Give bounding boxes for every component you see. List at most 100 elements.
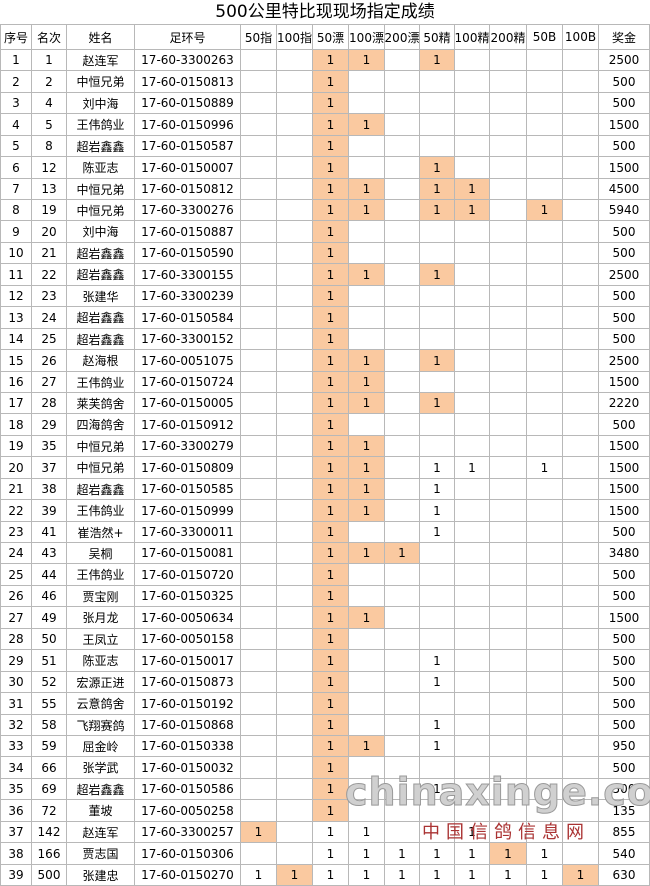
cell-rank: 69 [32, 779, 67, 800]
cell-c100p [349, 414, 385, 436]
cell-c100z [277, 286, 313, 307]
cell-c200p [385, 286, 420, 307]
cell-c100j [455, 372, 490, 393]
cell-c50p: 1 [313, 650, 349, 672]
cell-c200p [385, 629, 420, 650]
cell-c100p [349, 586, 385, 607]
cell-seq: 4 [0, 114, 32, 136]
cell-c50p: 1 [313, 414, 349, 436]
cell-c100p: 1 [349, 543, 385, 564]
cell-prize: 4500 [599, 179, 650, 200]
cell-c200p [385, 414, 420, 436]
cell-c50p: 1 [313, 822, 349, 843]
cell-rank: 8 [32, 136, 67, 157]
cell-c50b [527, 71, 563, 93]
cell-c100z [277, 843, 313, 865]
cell-prize: 2220 [599, 393, 650, 414]
cell-c200j [490, 372, 527, 393]
cell-c50z [241, 715, 277, 736]
cell-c100p [349, 329, 385, 350]
cell-c100b [563, 629, 599, 650]
cell-c100p: 1 [349, 393, 385, 414]
cell-c50p: 1 [313, 157, 349, 179]
cell-c200p [385, 607, 420, 629]
cell-c100b [563, 114, 599, 136]
cell-c200j [490, 607, 527, 629]
cell-c100b [563, 822, 599, 843]
cell-prize: 500 [599, 71, 650, 93]
cell-c100z [277, 221, 313, 243]
cell-c100z [277, 586, 313, 607]
cell-c50j: 1 [420, 200, 455, 221]
cell-c200j [490, 736, 527, 757]
cell-c50z [241, 736, 277, 757]
cell-c100p [349, 243, 385, 264]
cell-c100j [455, 757, 490, 779]
cell-ring: 17-60-3300263 [135, 50, 241, 71]
cell-c50b [527, 779, 563, 800]
cell-c50z [241, 564, 277, 586]
cell-c100z [277, 414, 313, 436]
cell-prize: 3480 [599, 543, 650, 564]
cell-c50p: 1 [313, 757, 349, 779]
cell-c50j: 1 [420, 650, 455, 672]
cell-seq: 30 [0, 672, 32, 693]
cell-c100j [455, 136, 490, 157]
cell-rank: 39 [32, 500, 67, 522]
cell-c100z [277, 607, 313, 629]
cell-c100b [563, 350, 599, 372]
cell-c50z [241, 757, 277, 779]
cell-c200j [490, 650, 527, 672]
cell-rank: 20 [32, 221, 67, 243]
cell-c50z [241, 586, 277, 607]
cell-rank: 25 [32, 329, 67, 350]
cell-c200j [490, 393, 527, 414]
header-rank: 名次 [32, 25, 67, 50]
cell-c100b [563, 243, 599, 264]
cell-c50b [527, 414, 563, 436]
cell-c100p: 1 [349, 822, 385, 843]
cell-name: 云意鸽舍 [67, 693, 135, 715]
cell-c200j [490, 157, 527, 179]
cell-c100p [349, 779, 385, 800]
cell-c100j [455, 672, 490, 693]
cell-c50b [527, 157, 563, 179]
cell-c50z [241, 479, 277, 500]
cell-ring: 17-60-0150017 [135, 650, 241, 672]
cell-rank: 5 [32, 114, 67, 136]
cell-ring: 17-60-0150081 [135, 543, 241, 564]
cell-name: 崔浩然+ [67, 522, 135, 543]
cell-c50j: 1 [420, 865, 455, 886]
cell-c50j: 1 [420, 157, 455, 179]
cell-c50p: 1 [313, 715, 349, 736]
cell-c100j [455, 93, 490, 114]
cell-c100z [277, 179, 313, 200]
cell-c100z [277, 672, 313, 693]
title: 500公里特比现现场指定成绩 [0, 0, 650, 25]
cell-prize: 500 [599, 93, 650, 114]
cell-c200p [385, 307, 420, 329]
cell-c50z [241, 93, 277, 114]
cell-c50z [241, 286, 277, 307]
cell-c50p: 1 [313, 286, 349, 307]
cell-c100b [563, 221, 599, 243]
cell-c200j [490, 93, 527, 114]
cell-c100b [563, 672, 599, 693]
cell-ring: 17-60-0150007 [135, 157, 241, 179]
cell-seq: 18 [0, 414, 32, 436]
cell-c100z [277, 543, 313, 564]
cell-ring: 17-60-0150720 [135, 564, 241, 586]
cell-rank: 35 [32, 436, 67, 457]
cell-c100b [563, 157, 599, 179]
cell-c50b: 1 [527, 843, 563, 865]
cell-c100z [277, 264, 313, 286]
cell-ring: 17-60-3300011 [135, 522, 241, 543]
cell-rank: 37 [32, 457, 67, 479]
cell-c50b [527, 800, 563, 822]
cell-c200j [490, 564, 527, 586]
cell-seq: 20 [0, 457, 32, 479]
cell-seq: 39 [0, 865, 32, 886]
cell-c100p: 1 [349, 264, 385, 286]
cell-c100z [277, 114, 313, 136]
cell-c50j: 1 [420, 479, 455, 500]
